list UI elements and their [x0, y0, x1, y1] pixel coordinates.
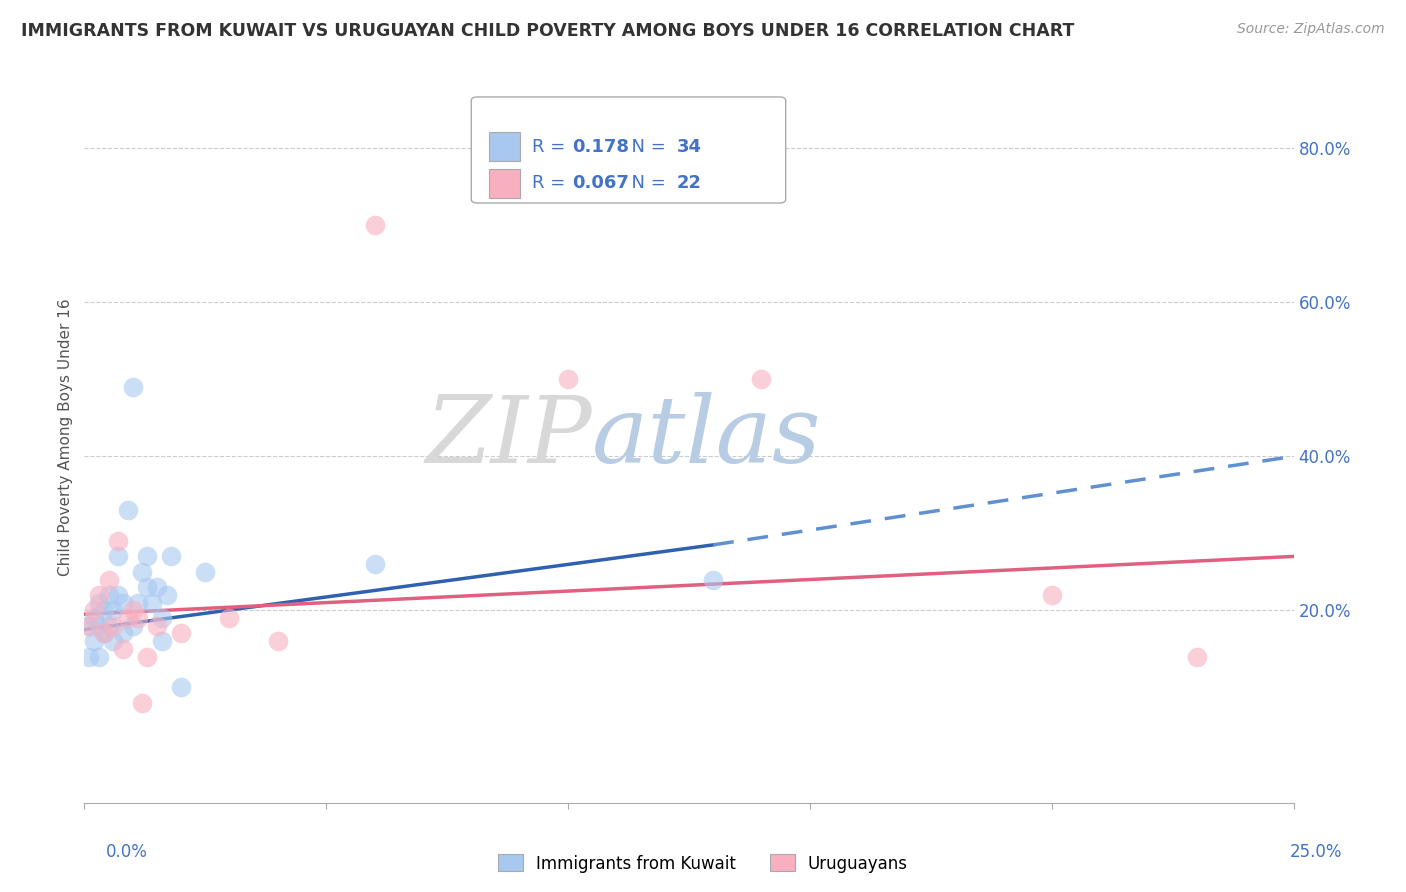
Point	[136, 549, 159, 564]
Point	[751, 372, 773, 386]
Point	[702, 573, 724, 587]
Point	[363, 557, 385, 571]
Text: N =: N =	[620, 174, 672, 193]
Point	[103, 603, 125, 617]
Point	[93, 626, 115, 640]
Point	[112, 596, 135, 610]
Point	[146, 618, 169, 632]
Text: N =: N =	[620, 137, 672, 156]
Text: R =: R =	[531, 137, 571, 156]
Point	[121, 618, 143, 632]
Point	[97, 573, 120, 587]
Point	[87, 618, 110, 632]
Point	[141, 596, 163, 610]
Text: 0.178: 0.178	[572, 137, 628, 156]
Point	[87, 649, 110, 664]
Point	[107, 549, 129, 564]
Y-axis label: Child Poverty Among Boys Under 16: Child Poverty Among Boys Under 16	[58, 298, 73, 576]
Point	[87, 588, 110, 602]
Legend: Immigrants from Kuwait, Uruguayans: Immigrants from Kuwait, Uruguayans	[491, 847, 915, 880]
Point	[103, 618, 125, 632]
Point	[127, 611, 149, 625]
Point	[77, 618, 100, 632]
Point	[117, 503, 139, 517]
Point	[97, 588, 120, 602]
Text: Source: ZipAtlas.com: Source: ZipAtlas.com	[1237, 22, 1385, 37]
Point	[127, 596, 149, 610]
Point	[112, 626, 135, 640]
Point	[112, 641, 135, 656]
Point	[77, 618, 100, 632]
Point	[150, 611, 173, 625]
Point	[136, 580, 159, 594]
Point	[77, 649, 100, 664]
Point	[218, 611, 240, 625]
Point	[117, 611, 139, 625]
Text: 22: 22	[676, 174, 702, 193]
Text: IMMIGRANTS FROM KUWAIT VS URUGUAYAN CHILD POVERTY AMONG BOYS UNDER 16 CORRELATIO: IMMIGRANTS FROM KUWAIT VS URUGUAYAN CHIL…	[21, 22, 1074, 40]
Text: ZIP: ZIP	[426, 392, 592, 482]
Point	[93, 626, 115, 640]
Text: 0.067: 0.067	[572, 174, 628, 193]
Point	[150, 634, 173, 648]
Point	[136, 649, 159, 664]
Point	[83, 611, 105, 625]
Point	[97, 618, 120, 632]
Text: R =: R =	[531, 174, 571, 193]
Point	[107, 534, 129, 549]
Point	[267, 634, 290, 648]
Point	[107, 588, 129, 602]
Point	[363, 219, 385, 233]
Point	[121, 603, 143, 617]
Text: 25.0%: 25.0%	[1291, 843, 1343, 861]
Point	[155, 588, 177, 602]
Point	[87, 596, 110, 610]
Text: atlas: atlas	[592, 392, 821, 482]
Point	[170, 626, 193, 640]
Point	[1185, 649, 1208, 664]
Point	[131, 565, 153, 579]
Point	[83, 634, 105, 648]
Point	[170, 681, 193, 695]
Point	[93, 603, 115, 617]
Point	[121, 380, 143, 394]
Point	[160, 549, 183, 564]
Point	[103, 634, 125, 648]
Point	[1040, 588, 1063, 602]
Bar	[489, 132, 520, 161]
Point	[557, 372, 579, 386]
Bar	[489, 169, 520, 198]
Point	[146, 580, 169, 594]
Text: 0.0%: 0.0%	[105, 843, 148, 861]
Point	[83, 603, 105, 617]
Point	[194, 565, 217, 579]
Text: 34: 34	[676, 137, 702, 156]
Point	[131, 696, 153, 710]
FancyBboxPatch shape	[471, 97, 786, 203]
